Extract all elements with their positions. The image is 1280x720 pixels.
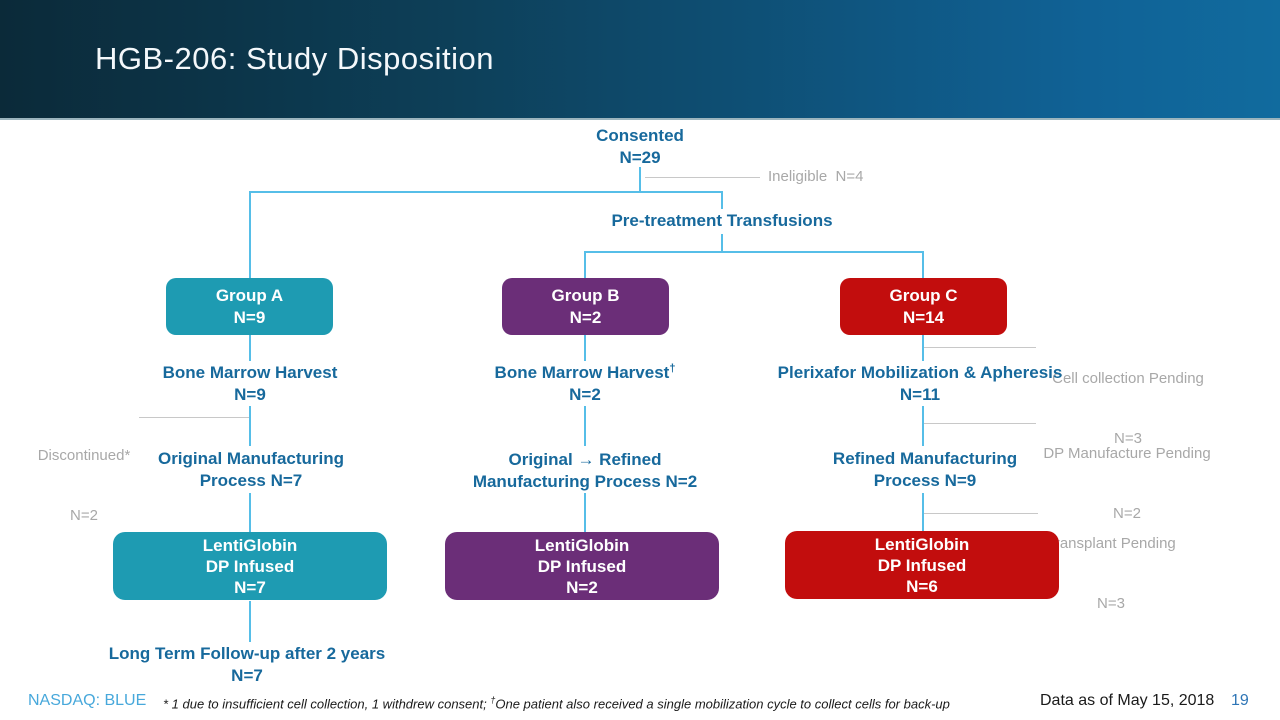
infused-a-line2: DP Infused <box>205 556 295 576</box>
node-long-term-followup: Long Term Follow-up after 2 years N=7 <box>109 643 385 687</box>
infused-b-line1: LentiGlobin <box>534 535 630 555</box>
note-discontinued-label: Discontinued* <box>37 447 131 464</box>
node-original-manufacturing: Original Manufacturing Process N=7 <box>158 448 344 492</box>
connector-discontinued <box>139 417 249 418</box>
connector-group-a-down <box>249 191 251 278</box>
node-orig-manu-line2: Process N=7 <box>199 471 303 490</box>
infused-c-n: N=6 <box>906 576 938 596</box>
infused-c-line1: LentiGlobin <box>874 534 970 554</box>
connector-dp-manufacture-pending <box>924 423 1036 424</box>
dagger-superscript: † <box>669 362 676 375</box>
node-refined-manu-line1: Refined Manufacturing <box>832 449 1018 468</box>
node-followup-line1: Long Term Follow-up after 2 years <box>108 644 386 663</box>
node-bmh-b-n: N=2 <box>569 385 601 404</box>
node-followup-n: N=7 <box>231 666 263 685</box>
group-a-box: Group A N=9 <box>166 278 333 335</box>
node-orig-refined-line2: Manufacturing Process N=2 <box>472 472 698 491</box>
infused-b-n: N=2 <box>566 577 598 597</box>
connector-pretreatment-out <box>721 234 723 253</box>
note-transplant-label: Transplant Pending <box>1046 535 1176 552</box>
node-orig-refined-line1: Original → Refined <box>508 450 662 469</box>
footnote-dagger-superscript: † <box>490 695 496 705</box>
note-dp-manufacture-pending: DP Manufacture Pending N=2 <box>1043 404 1210 564</box>
data-as-of-date: Data as of May 15, 2018 <box>1040 692 1215 709</box>
infused-c-line2: DP Infused <box>877 555 967 575</box>
group-a-n: N=9 <box>233 307 266 327</box>
note-ineligible: Ineligible N=4 <box>768 168 864 185</box>
connector-group-b-down <box>584 251 586 278</box>
note-dp-manufacture-n: N=2 <box>1113 505 1141 522</box>
connector-b-to-infused <box>584 493 586 532</box>
connector-group-c-down <box>922 251 924 278</box>
node-consented-n: N=29 <box>619 148 661 167</box>
connector-ineligible <box>645 177 760 178</box>
connector-cell-collection-pending <box>924 347 1036 348</box>
group-b-n: N=2 <box>569 307 602 327</box>
nasdaq-ticker: NASDAQ: BLUE <box>28 692 147 709</box>
infused-b-line2: DP Infused <box>537 556 627 576</box>
connector-consented-down <box>639 167 641 193</box>
connector-a-to-harvest <box>249 335 251 361</box>
lentiglobin-infused-box-b: LentiGlobin DP Infused N=2 <box>445 532 719 600</box>
node-plerixafor-text: Plerixafor Mobilization & Apheresis <box>777 363 1063 382</box>
node-bmh-b-text: Bone Marrow Harvest <box>494 363 670 382</box>
connector-b-to-manufacturing <box>584 406 586 446</box>
group-c-n: N=14 <box>902 307 945 327</box>
connector-a-to-infused <box>249 493 251 532</box>
connector-a-to-manufacturing <box>249 406 251 446</box>
connector-top-branch <box>249 191 723 193</box>
node-bmh-a-n: N=9 <box>234 385 266 404</box>
footnote-star-part: * 1 due to insufficient cell collection,… <box>163 696 491 712</box>
note-cell-collection-n: N=3 <box>1114 430 1142 447</box>
node-bone-marrow-harvest-a: Bone Marrow Harvest N=9 <box>163 362 338 406</box>
lentiglobin-infused-box-c: LentiGlobin DP Infused N=6 <box>785 531 1059 599</box>
page-number: 19 <box>1231 692 1249 709</box>
node-consented-label: Consented <box>596 126 684 145</box>
connector-c-to-infused <box>922 493 924 531</box>
connector-c-to-mobilization <box>922 335 924 361</box>
connector-transplant-pending <box>924 513 1038 514</box>
connector-bc-branch <box>584 251 924 253</box>
note-cell-collection-label: Cell collection Pending <box>1052 370 1204 387</box>
node-original-to-refined-manufacturing: Original → Refined Manufacturing Process… <box>473 449 697 493</box>
node-bmh-a-text: Bone Marrow Harvest <box>162 363 338 382</box>
node-bmh-a-label: Bone Marrow Harvest <box>163 362 338 384</box>
node-plerixafor-n: N=11 <box>899 385 941 404</box>
connector-c-to-manufacturing <box>922 406 924 446</box>
node-orig-manu-line1: Original Manufacturing <box>157 449 345 468</box>
footnote-dagger-part: One patient also received a single mobil… <box>495 696 950 712</box>
connector-a-to-followup <box>249 601 251 642</box>
slide-title: HGB-206: Study Disposition <box>95 41 494 76</box>
footnote: * 1 due to insufficient cell collection,… <box>163 695 950 711</box>
note-transplant-pending: Transplant Pending N=3 <box>1046 494 1176 654</box>
slide-header: HGB-206: Study Disposition <box>0 0 1280 120</box>
note-discontinued-n: N=2 <box>70 507 98 524</box>
connector-b-to-harvest <box>584 335 586 361</box>
node-refined-manufacturing: Refined Manufacturing Process N=9 <box>833 448 1017 492</box>
connector-pretreatment-in <box>721 191 723 209</box>
infused-a-line1: LentiGlobin <box>202 535 298 555</box>
lentiglobin-infused-box-a: LentiGlobin DP Infused N=7 <box>113 532 387 600</box>
node-plerixafor-mobilization: Plerixafor Mobilization & Apheresis N=11 <box>778 362 1063 406</box>
node-pretreatment: Pre-treatment Transfusions <box>611 211 833 230</box>
node-consented: Consented N=29 <box>596 125 684 169</box>
group-b-box: Group B N=2 <box>502 278 669 335</box>
note-transplant-n: N=3 <box>1097 595 1125 612</box>
group-a-label: Group A <box>215 285 284 305</box>
node-bone-marrow-harvest-b: Bone Marrow Harvest† N=2 <box>495 362 676 406</box>
note-cell-collection-pending: Cell collection Pending N=3 <box>1052 329 1204 489</box>
node-plerixafor-label: Plerixafor Mobilization & Apheresis <box>778 362 1063 384</box>
note-discontinued: Discontinued* N=2 <box>38 406 131 566</box>
group-b-label: Group B <box>551 285 620 305</box>
note-dp-manufacture-label: DP Manufacture Pending <box>1043 445 1211 462</box>
infused-a-n: N=7 <box>234 577 266 597</box>
node-refined-manu-line2: Process N=9 <box>873 471 977 490</box>
group-c-label: Group C <box>889 285 958 305</box>
group-c-box: Group C N=14 <box>840 278 1007 335</box>
node-bmh-b-label: Bone Marrow Harvest† <box>495 362 676 384</box>
